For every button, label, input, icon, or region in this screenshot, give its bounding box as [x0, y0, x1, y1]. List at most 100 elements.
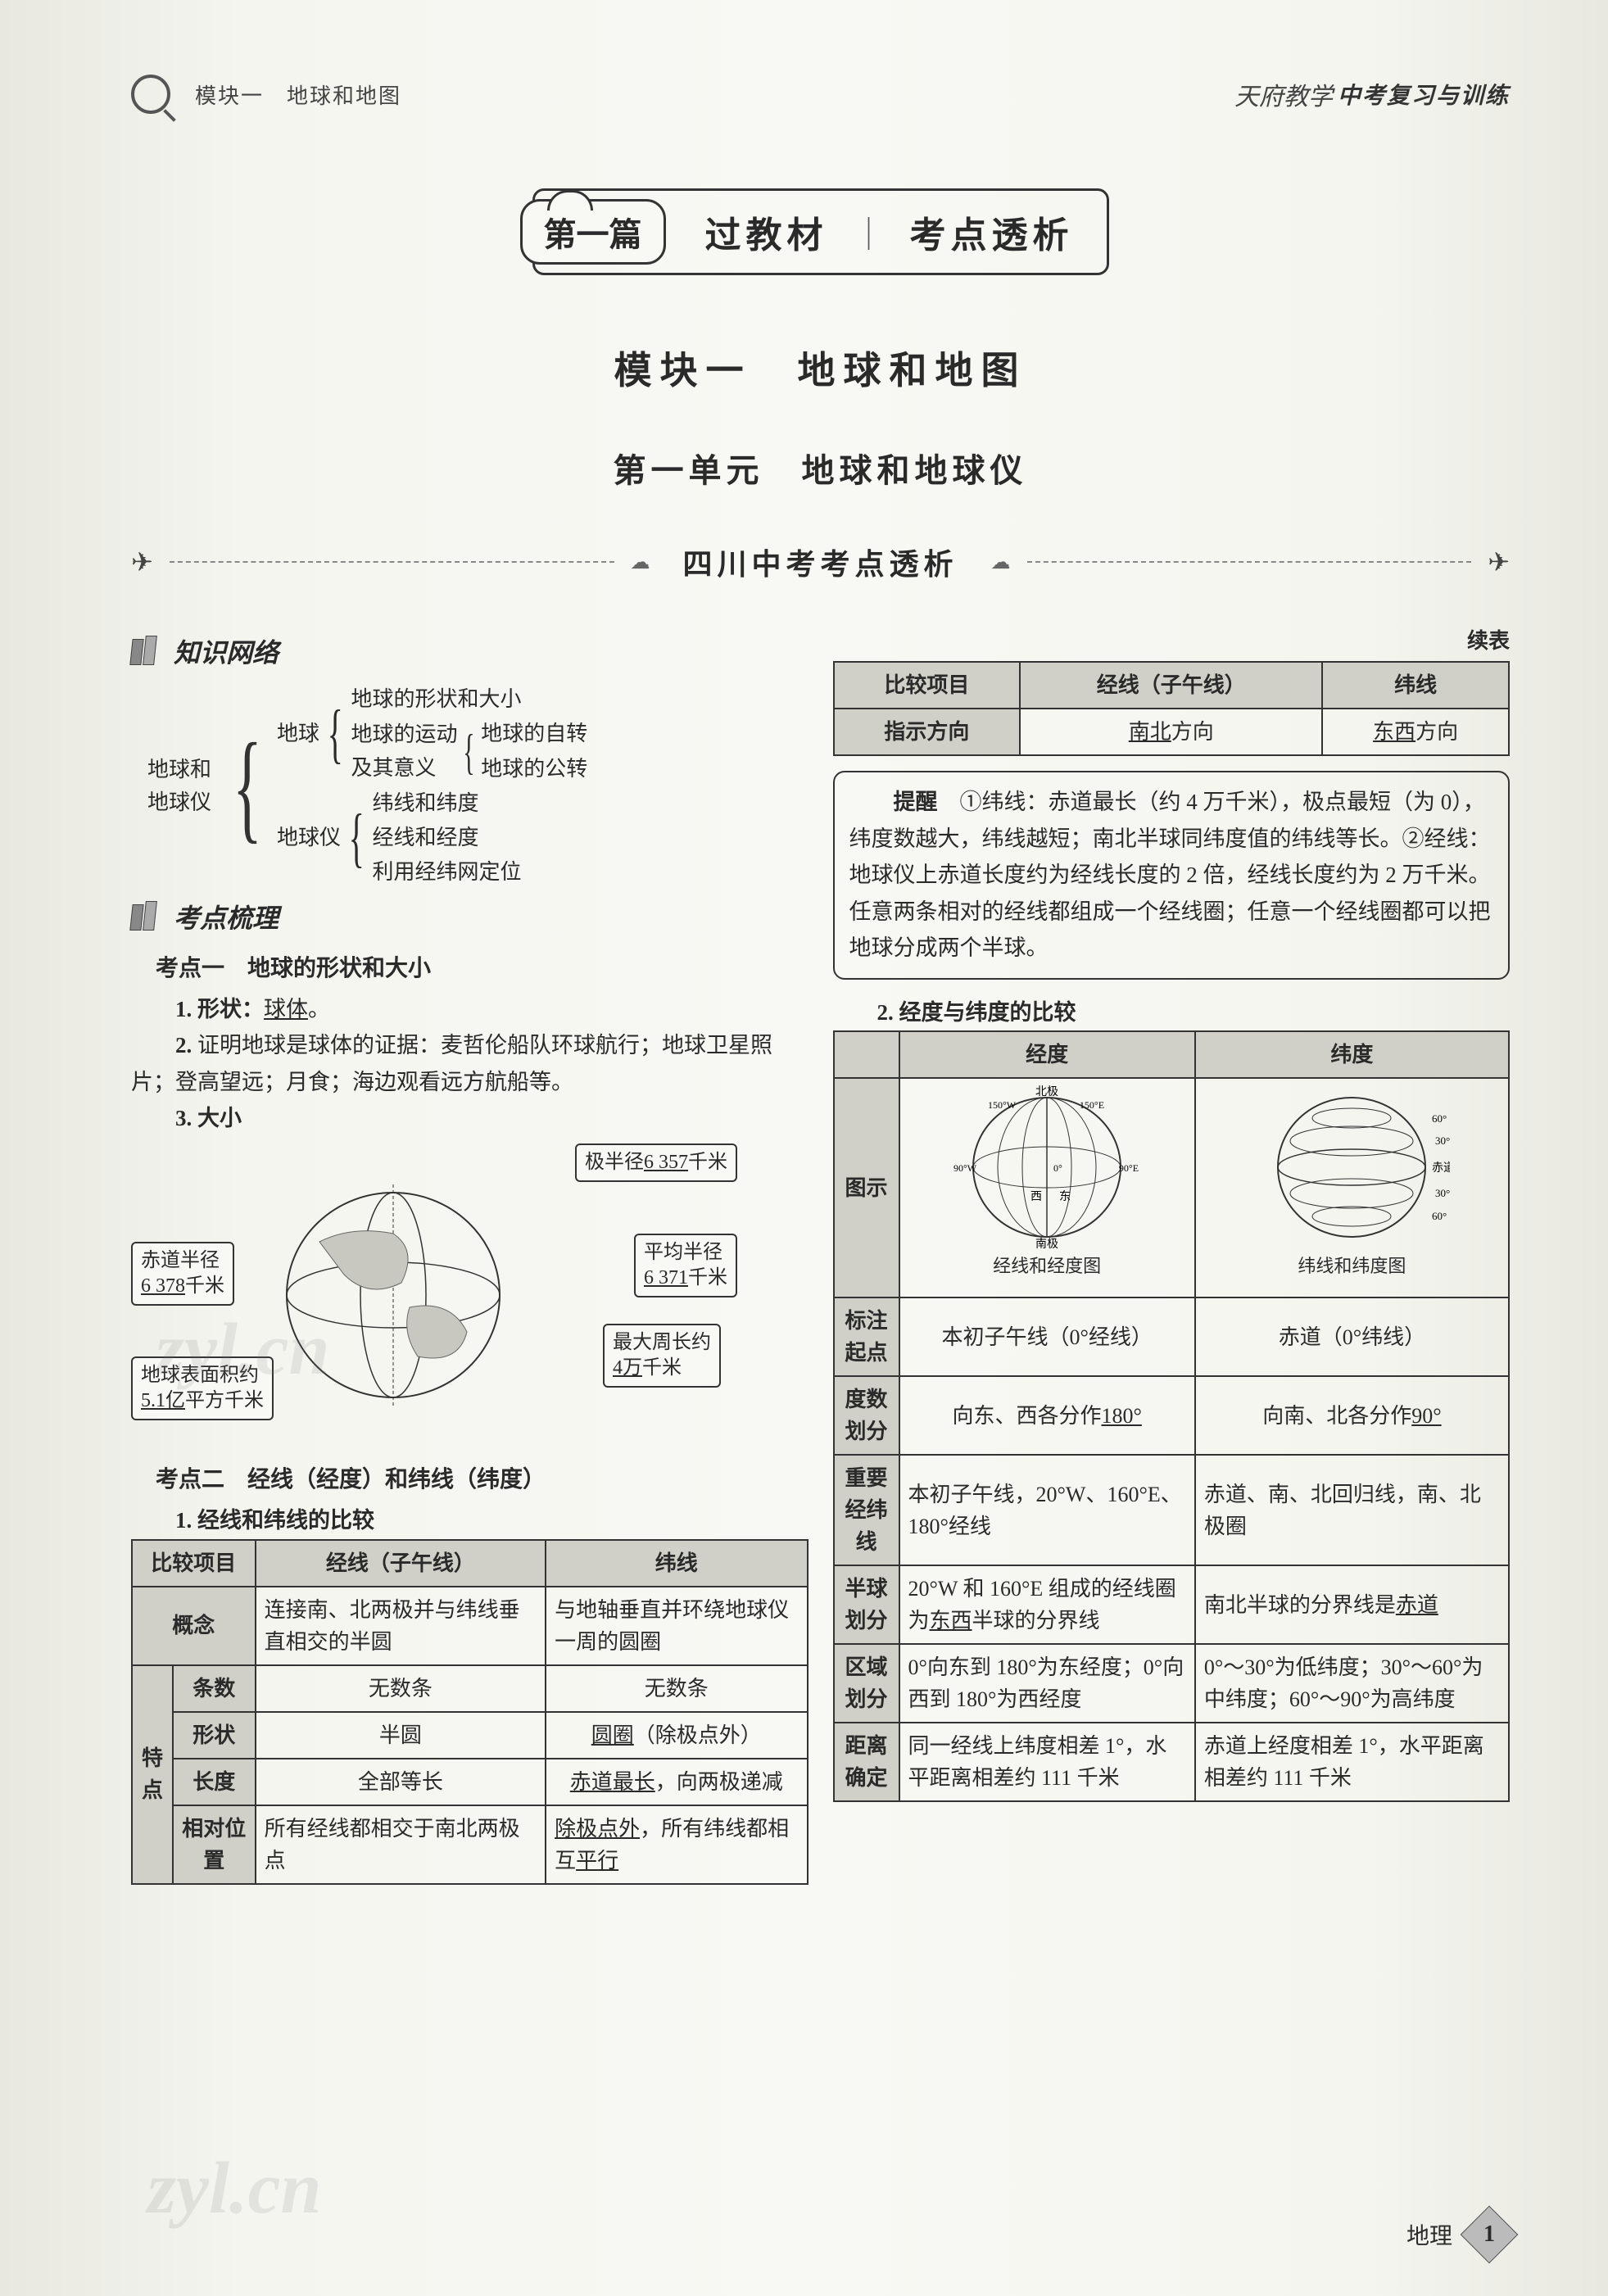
circ-value: 4万: [613, 1357, 642, 1379]
t1-h1: 经线（子午线）: [256, 1540, 546, 1587]
tree-root: 地球和 地球仪: [147, 754, 218, 820]
left-column: 知识网络 地球和 地球仪 { 地球 { 地球的形状和大小 地球的运动 及其意义 …: [131, 624, 809, 1885]
header-left: 模块一 地球和地图: [131, 75, 401, 114]
tree-earth: 地球: [277, 718, 319, 750]
t1-concept-1: 连接南、北两极并与纬线垂直相交的半圆: [256, 1587, 546, 1665]
page-number-diamond: 1: [1461, 2206, 1519, 2264]
magnifier-icon: [131, 75, 170, 114]
footer-subject: 地理: [1406, 2218, 1452, 2251]
t1b-h0: 比较项目: [834, 662, 1021, 709]
table-row: 区域划分 0°向东到 180°为东经度；0°向西到 180°为西经度 0°～30…: [834, 1644, 1510, 1723]
t2-dist-1: 同一经线上纬度相差 1°，水平距离相差约 111 千米: [899, 1723, 1195, 1801]
area-value: 5.1亿: [141, 1390, 185, 1411]
avg-r-label: 平均半径: [644, 1242, 722, 1263]
table-row: 长度 全部等长 赤道最长，向两极递减: [132, 1759, 808, 1805]
t2-degree-1: 向东、西各分作180°: [899, 1376, 1195, 1455]
avg-r-value: 6 371: [644, 1267, 688, 1288]
t2-h2: 纬度: [1195, 1031, 1509, 1078]
plane-left-icon: ✈: [131, 546, 153, 577]
earth-globe-svg: [270, 1176, 516, 1414]
svg-text:30°: 30°: [1435, 1187, 1450, 1199]
section-divider: ｜: [853, 208, 886, 256]
dash-right: [1027, 561, 1472, 563]
pol-r-unit: 千米: [688, 1152, 727, 1173]
heading-kaodian-shuli-text: 考点梳理: [174, 898, 279, 935]
avg-r-unit: 千米: [688, 1267, 727, 1288]
t2-hemi-1: 20°W 和 160°E 组成的经线圈为东西半球的分界线: [899, 1565, 1195, 1644]
plane-right-icon: ✈: [1488, 546, 1510, 577]
tree-motion-items: 地球的自转 地球的公转: [481, 718, 587, 786]
books-icon-2: [131, 903, 164, 931]
t2-dist-h: 距离确定: [834, 1723, 899, 1801]
table-row: 形状 半圆 圆圈（除极点外）: [132, 1712, 808, 1759]
t2-origin-1: 本初子午线（0°经线）: [899, 1297, 1195, 1376]
books-icon: [131, 637, 164, 665]
right-column: 续表 比较项目 经线（子午线） 纬线 指示方向 南北方向 东西方向 提醒 ①纬线…: [833, 624, 1511, 1885]
callout-polar-radius: 极半径6 357千米: [575, 1143, 737, 1182]
content-columns: 知识网络 地球和 地球仪 { 地球 { 地球的形状和大小 地球的运动 及其意义 …: [131, 624, 1510, 1885]
tree-motion-row: 地球的运动 及其意义 { 地球的自转 地球的公转: [351, 718, 587, 786]
section-title: 第一篇 过教材 ｜ 考点透析: [131, 188, 1510, 275]
table-degree-compare: 经度 纬度 图示 北极: [833, 1030, 1511, 1802]
p1-label: 1. 形状：: [175, 997, 264, 1021]
header-tagline: 中考复习与训练: [1338, 78, 1510, 111]
t2-imp-h: 重要经纬线: [834, 1455, 899, 1565]
t2-zone-2: 0°～30°为低纬度；30°～60°为中纬度；60°～90°为高纬度: [1195, 1644, 1509, 1723]
section-title-frame: 第一篇 过教材 ｜ 考点透析: [532, 188, 1109, 275]
table-row: 重要经纬线 本初子午线，20°W、160°E、180°经线 赤道、南、北回归线，…: [834, 1455, 1510, 1565]
svg-text:东: 东: [1059, 1190, 1071, 1203]
t1-features: 特点: [132, 1665, 173, 1884]
heading-knowledge-network-text: 知识网络: [174, 632, 279, 670]
latitude-caption: 纬线和纬度图: [1204, 1252, 1500, 1279]
kaodian1-p2: 2. 证明地球是球体的证据：麦哲伦船队环球航行；地球卫星照片；登高望远；月食；海…: [131, 1027, 809, 1100]
t2-origin-h: 标注起点: [834, 1297, 899, 1376]
pol-r-value: 6 357: [644, 1152, 688, 1173]
t2-degree-h: 度数划分: [834, 1376, 899, 1455]
t1-count-1: 无数条: [256, 1665, 546, 1712]
kaodian1-p1: 1. 形状：球体。: [131, 991, 809, 1028]
kaodian2-sub1: 1. 经线和纬线的比较: [131, 1502, 809, 1539]
header-right: 天府教学 中考复习与训练: [1234, 76, 1510, 112]
t1-shape-1: 半圆: [256, 1712, 546, 1759]
table-row: 指示方向 南北方向 东西方向: [834, 709, 1510, 755]
table-row: 度数划分 向东、西各分作180° 向南、北各分作90°: [834, 1376, 1510, 1455]
t1b-dir-2: 东西方向: [1322, 709, 1509, 755]
tree-earth-item-1: 地球的运动 及其意义: [351, 718, 457, 785]
table-row: 概念 连接南、北两极并与纬线垂直相交的半圆 与地轴垂直并环绕地球仪一周的圆圈: [132, 1587, 808, 1665]
svg-text:90°W: 90°W: [953, 1162, 977, 1174]
table-row: 半球划分 20°W 和 160°E 组成的经线圈为东西半球的分界线 南北半球的分…: [834, 1565, 1510, 1644]
section-title-a: 过教材: [705, 206, 828, 258]
table-row: 经度 纬度: [834, 1031, 1510, 1078]
svg-text:60°: 60°: [1432, 1112, 1447, 1125]
tree-earth-items: 地球的形状和大小 地球的运动 及其意义 { 地球的自转 地球的公转: [351, 683, 587, 786]
svg-text:30°: 30°: [1435, 1134, 1450, 1147]
table-row: 相对位置 所有经线都相交于南北两极点 除极点外，所有纬线都相互平行: [132, 1805, 808, 1884]
t2-longitude-diagram: 北极 150°W 150°E 90°W 0° 90°E 西 东 南极 经线和经度…: [899, 1078, 1195, 1297]
p2-text: 证明地球是球体的证据：麦哲伦船队环球航行；地球卫星照片；登高望远；月食；海边观看…: [131, 1033, 772, 1094]
t1-shape-2: 圆圈（除极点外）: [546, 1712, 807, 1759]
t1-shape-h: 形状: [173, 1712, 256, 1759]
svg-text:南极: 南极: [1035, 1238, 1058, 1249]
eq-r-unit: 千米: [185, 1275, 224, 1297]
kaodian2-title: 考点二 经线（经度）和纬线（纬度）: [156, 1461, 809, 1494]
tree-globe-row: 地球仪 { 纬线和纬度 经线和经度 利用经纬网定位: [277, 787, 587, 890]
footer: 地理 1: [1406, 2214, 1510, 2255]
svg-text:60°: 60°: [1432, 1210, 1447, 1222]
t2-diagram-h: 图示: [834, 1078, 899, 1297]
table-row: 标注起点 本初子午线（0°经线） 赤道（0°纬线）: [834, 1297, 1510, 1376]
svg-text:150°W: 150°W: [988, 1099, 1017, 1111]
section-badge: 第一篇: [520, 199, 666, 265]
header-module-label: 模块一 地球和地图: [195, 79, 401, 110]
t1-pos-1: 所有经线都相交于南北两极点: [256, 1805, 546, 1884]
tree-globe-items: 纬线和纬度 经线和经度 利用经纬网定位: [372, 787, 521, 890]
t1-pos-h: 相对位置: [173, 1805, 256, 1884]
t2-imp-1: 本初子午线，20°W、160°E、180°经线: [899, 1455, 1195, 1565]
heading-knowledge-network: 知识网络: [131, 632, 809, 670]
callout-circumference: 最大周长约 4万千米: [603, 1324, 721, 1388]
t1-concept-2: 与地轴垂直并环绕地球仪一周的圆圈: [546, 1587, 807, 1665]
t2-latitude-diagram: 60° 30° 赤道 30° 60° 纬线和纬度图: [1195, 1078, 1509, 1297]
pol-r-label: 极半径: [585, 1152, 644, 1173]
callout-equator-radius: 赤道半径 6 378千米: [131, 1242, 234, 1306]
t2-hemi-h: 半球划分: [834, 1565, 899, 1644]
kaodian2-sub2: 2. 经度与纬度的比较: [833, 994, 1511, 1031]
